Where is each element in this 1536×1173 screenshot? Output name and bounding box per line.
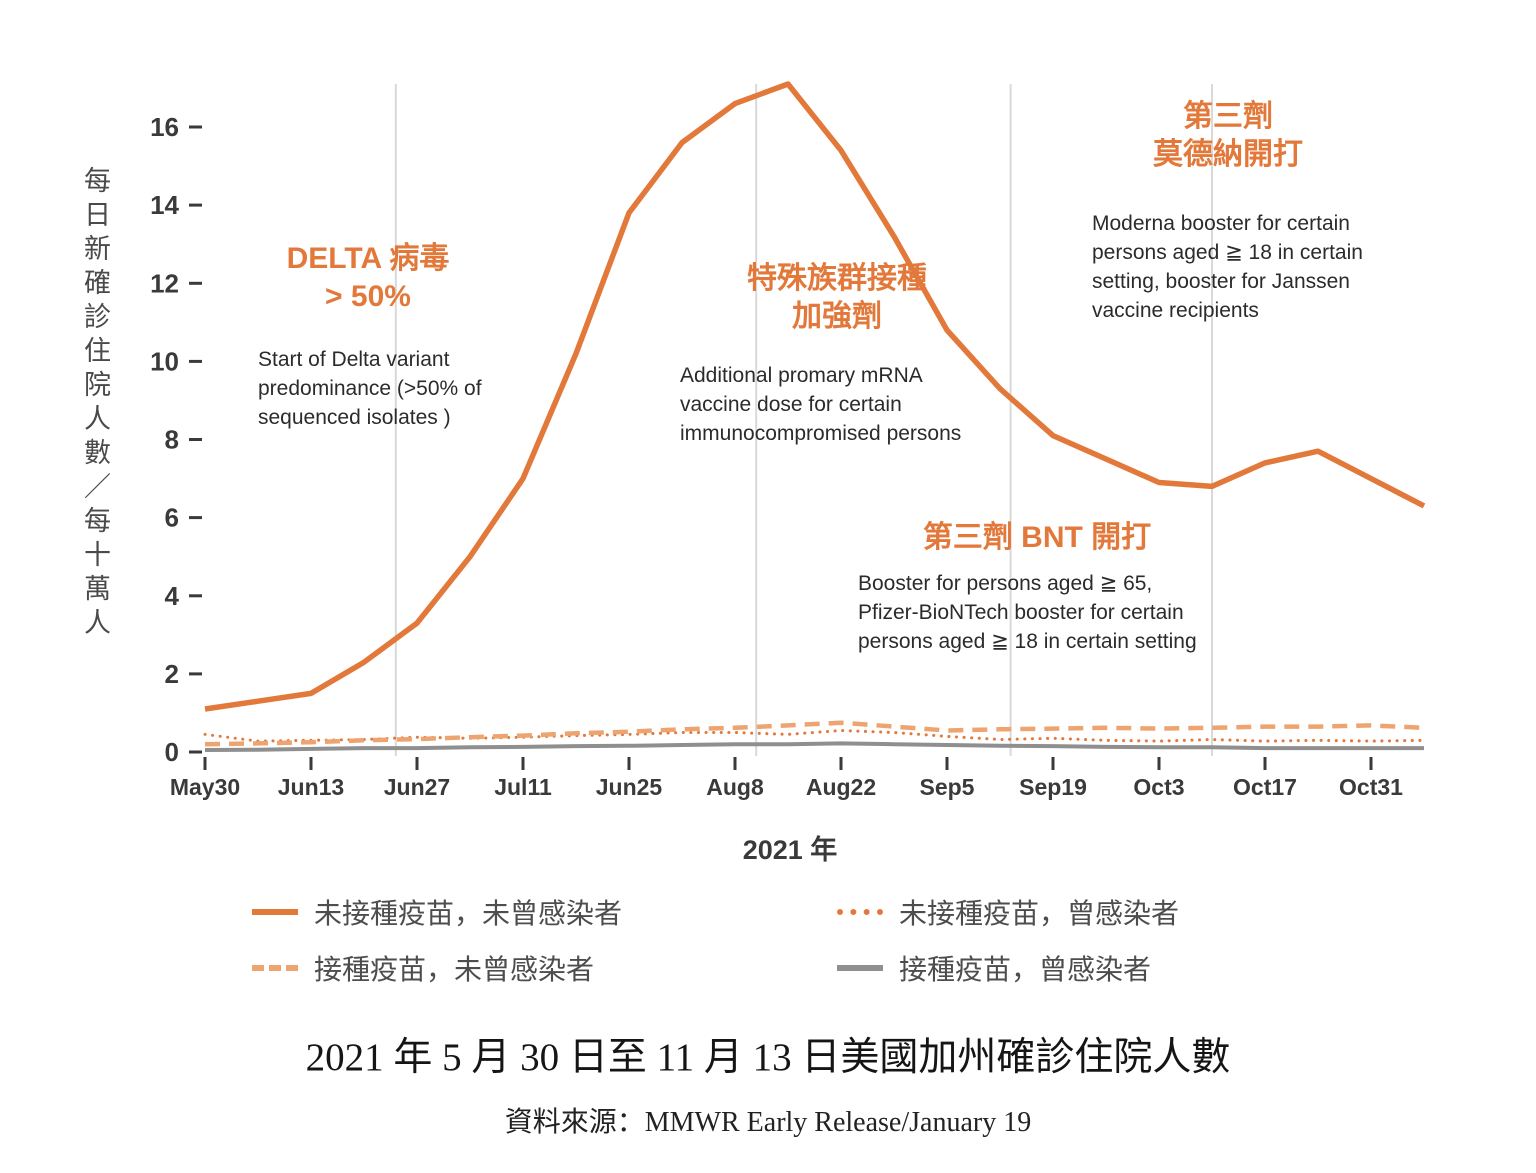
legend-swatch-dotted-orange-icon [837,909,883,915]
x-tick-label: Oct31 [1339,774,1403,800]
y-tick-label: 10 [150,346,179,376]
x-tick-label: Sep5 [920,774,975,800]
series-line-3 [204,741,1424,752]
legend-swatch-solid-orange-icon [252,909,298,915]
annotation-bnt-booster-title: 第三劑 BNT 開打 [922,521,1152,554]
legend-label-unvaccinated-previously-infected: 未接種疫苗，曾感染者 [899,898,1180,929]
y-tick-label: 6 [165,503,179,533]
legend-label-vaccinated-previously-infected: 接種疫苗，曾感染者 [899,954,1152,985]
x-tick-label: Jun13 [278,774,344,800]
legend: 未接種疫苗，未曾感染者 未接種疫苗，曾感染者 接種疫苗，未曾感染者 接種疫苗，曾… [252,892,1179,988]
legend-swatch-solid-gray-icon [837,965,883,971]
legend-item-unvaccinated-uninfected: 未接種疫苗，未曾感染者 [252,892,837,932]
y-tick-label: 0 [165,737,179,767]
legend-label-unvaccinated-uninfected: 未接種疫苗，未曾感染者 [314,898,623,929]
y-tick-label: 8 [165,425,179,455]
x-tick-label: Aug8 [706,774,764,800]
annotation-moderna-booster-body: Moderna booster for certain persons aged… [1092,212,1363,322]
y-tick-label: 4 [165,581,180,611]
legend-label-vaccinated-uninfected: 接種疫苗，未曾感染者 [314,954,595,985]
chart-source: 資料來源：MMWR Early Release/January 19 [504,1107,1032,1138]
annotation-delta-title: DELTA 病毒 > 50% [286,242,450,314]
legend-item-unvaccinated-previously-infected: 未接種疫苗，曾感染者 [837,892,1179,932]
series-line-0 [204,81,1426,712]
x-tick-label: Oct3 [1133,774,1184,800]
x-tick-label: May30 [170,774,240,800]
legend-item-vaccinated-previously-infected: 接種疫苗，曾感染者 [837,948,1179,988]
y-tick-label: 16 [150,112,179,142]
x-tick-label: Jun25 [596,774,663,800]
annotation-delta-body: Start of Delta variant predominance (>50… [258,348,482,429]
annotation-additional-dose-title: 特殊族群接種 加強劑 [747,262,927,334]
x-tick-label: Aug22 [806,774,876,800]
y-tick-label: 2 [165,659,179,689]
chart-title: 2021 年 5 月 30 日至 11 月 13 日美國加州確診住院人數 [305,1036,1231,1079]
y-tick-label: 12 [150,268,179,298]
x-tick-label: Oct17 [1233,774,1297,800]
series-line-2 [204,720,1425,747]
annotation-bnt-booster-body: Booster for persons aged ≧ 65, Pfizer-Bi… [858,572,1197,653]
y-axis-label: 每日新確診住院人數／每十萬人 [80,166,110,642]
legend-swatch-dashed-orange-icon [252,965,298,971]
y-tick-label: 14 [150,190,179,220]
series-line-1 [203,729,1426,743]
x-axis-label: 2021 年 [742,835,838,865]
x-tick-label: Jul11 [494,774,552,800]
annotation-additional-dose-body: Additional promary mRNA vaccine dose for… [680,364,962,445]
x-tick-label: Sep19 [1019,774,1087,800]
annotation-moderna-booster-title: 第三劑 莫德納開打 [1153,100,1303,172]
legend-item-vaccinated-uninfected: 接種疫苗，未曾感染者 [252,948,837,988]
x-tick-label: Jun27 [384,774,450,800]
